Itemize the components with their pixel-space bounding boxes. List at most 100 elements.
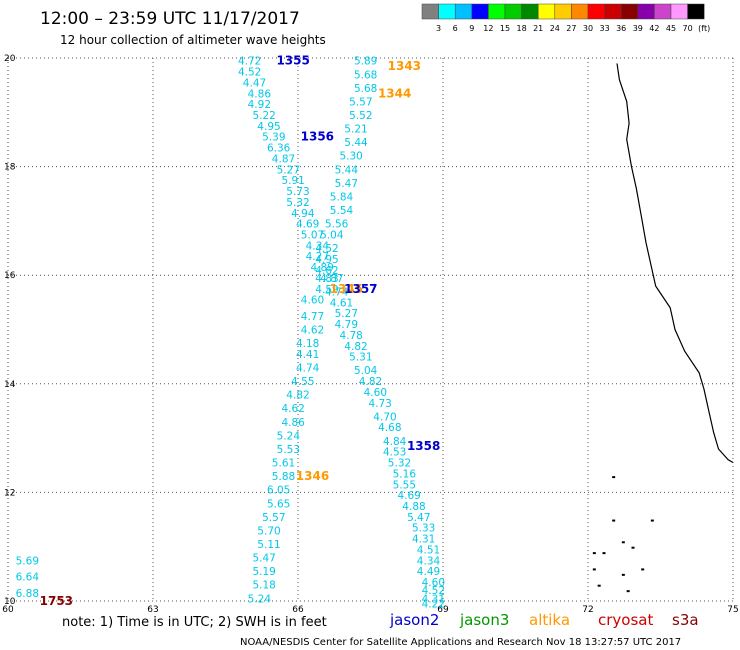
swh-reading: 4.52 [315, 243, 338, 255]
color-swatch [454, 3, 473, 20]
color-swatch [571, 3, 589, 20]
swh-reading: 4.31 [412, 534, 435, 546]
swh-reading: 5.32 [388, 458, 411, 470]
swh-reading: 5.04 [354, 365, 378, 377]
satellite-name: jason3 [459, 611, 509, 629]
pass-number: 1344 [378, 86, 411, 100]
color-swatch [421, 3, 439, 20]
swh-reading: 4.72 [238, 56, 261, 68]
swh-reading: 4.86 [248, 88, 272, 100]
swh-reading: 4.88 [402, 501, 425, 513]
island-mark [612, 476, 616, 479]
swh-reading: 5.39 [262, 132, 285, 144]
swh-reading: 5.07 [301, 229, 324, 241]
pass-number: 1356 [301, 130, 334, 144]
island-mark [626, 590, 630, 593]
latitude-label: 12 [4, 488, 15, 498]
satellite-name: s3a [672, 611, 699, 629]
swh-reading: 5.55 [393, 479, 416, 491]
swh-reading: 5.47 [335, 178, 358, 190]
swh-reading: 4.87 [272, 153, 295, 165]
swh-reading: 5.27 [335, 308, 358, 320]
color-swatch [471, 3, 489, 20]
longitude-tick-labels: 60 63 66 69 72 75 [2, 605, 738, 615]
color-scale-label: 70 [683, 24, 693, 33]
swh-reading: 4.62 [315, 265, 338, 277]
coastline [592, 63, 734, 593]
color-swatch [521, 3, 539, 20]
longitude-label: 66 [292, 605, 304, 615]
swh-reading: 4.73 [368, 398, 391, 410]
color-scale-label: (ft) [698, 24, 710, 33]
color-scale-label: 42 [649, 24, 659, 33]
swh-reading: 4.94 [291, 208, 315, 220]
swh-reading: 4.95 [257, 121, 280, 133]
latitude-tick-labels: 10 12 14 16 18 20 [4, 54, 16, 607]
swh-reading: 5.24 [277, 430, 301, 442]
island-mark [650, 519, 654, 522]
swh-reading: 5.56 [325, 219, 349, 231]
swh-reading: 4.95 [315, 254, 338, 266]
swh-reading: 5.16 [393, 468, 417, 480]
swh-reading: 4.77 [301, 311, 324, 323]
swh-reading: 4.84 [383, 436, 407, 448]
island-mark [621, 541, 625, 544]
color-scale-label: 39 [633, 24, 643, 33]
island-mark [621, 573, 625, 576]
swh-reading: 4.62 [301, 325, 324, 337]
color-scale-label: 6 [453, 24, 458, 33]
color-swatch [438, 3, 456, 20]
swh-reading: 5.31 [349, 352, 372, 364]
latitude-label: 14 [4, 380, 16, 390]
color-scale-label: 9 [469, 24, 474, 33]
longitude-label: 60 [2, 605, 14, 615]
swh-reading: 4.70 [373, 411, 396, 423]
pass-number: 1355 [276, 54, 309, 68]
color-swatch [654, 3, 672, 20]
swh-reading: 6.36 [267, 143, 291, 155]
color-scale-label: 24 [550, 24, 560, 33]
swh-reading: 4.55 [291, 376, 314, 388]
latitude-label: 18 [4, 163, 16, 173]
swh-reading: 4.62 [281, 403, 304, 415]
swh-reading: 4.51 [417, 544, 440, 556]
swh-tracks: 4.724.524.474.864.925.224.955.396.364.87… [16, 56, 445, 611]
swh-reading: 4.82 [359, 376, 382, 388]
pass-number: 1358 [407, 439, 440, 453]
swh-reading: 5.21 [344, 124, 367, 136]
swh-reading: 5.47 [252, 553, 275, 565]
swh-reading: 4.69 [397, 490, 420, 502]
swh-reading: 4.74 [325, 286, 349, 298]
swh-reading: 6.64 [16, 572, 40, 584]
color-swatch [620, 3, 639, 20]
swh-reading: 4.49 [417, 566, 440, 578]
pass-number: 1343 [388, 59, 421, 73]
color-swatch [554, 3, 572, 20]
longitude-label: 69 [437, 605, 449, 615]
swh-reading: 5.84 [330, 191, 354, 203]
island-mark [612, 519, 616, 522]
swh-reading: 4.87 [320, 273, 343, 285]
color-scale-label: 27 [566, 24, 576, 33]
swh-reading: 5.22 [252, 110, 275, 122]
swh-reading: 5.19 [252, 566, 275, 578]
swh-reading: 5.68 [354, 83, 377, 95]
swh-reading: 5.18 [252, 580, 275, 592]
color-swatch [687, 3, 705, 20]
swh-reading: 5.44 [344, 137, 368, 149]
swh-reading: 4.82 [286, 390, 309, 402]
swh-reading: 4.74 [296, 363, 320, 375]
swh-reading: 4.52 [422, 585, 445, 597]
swh-reading: 4.82 [344, 341, 367, 353]
color-swatch [670, 3, 688, 20]
swh-reading: 5.24 [248, 593, 272, 605]
swh-reading: 4.92 [248, 99, 271, 111]
longitude-label: 72 [582, 605, 593, 615]
color-swatch [637, 3, 655, 20]
swh-reading: 4.34 [306, 240, 330, 252]
swh-reading: 6.88 [16, 588, 39, 600]
swh-reading: 5.88 [272, 471, 295, 483]
latitude-label: 16 [4, 271, 16, 281]
